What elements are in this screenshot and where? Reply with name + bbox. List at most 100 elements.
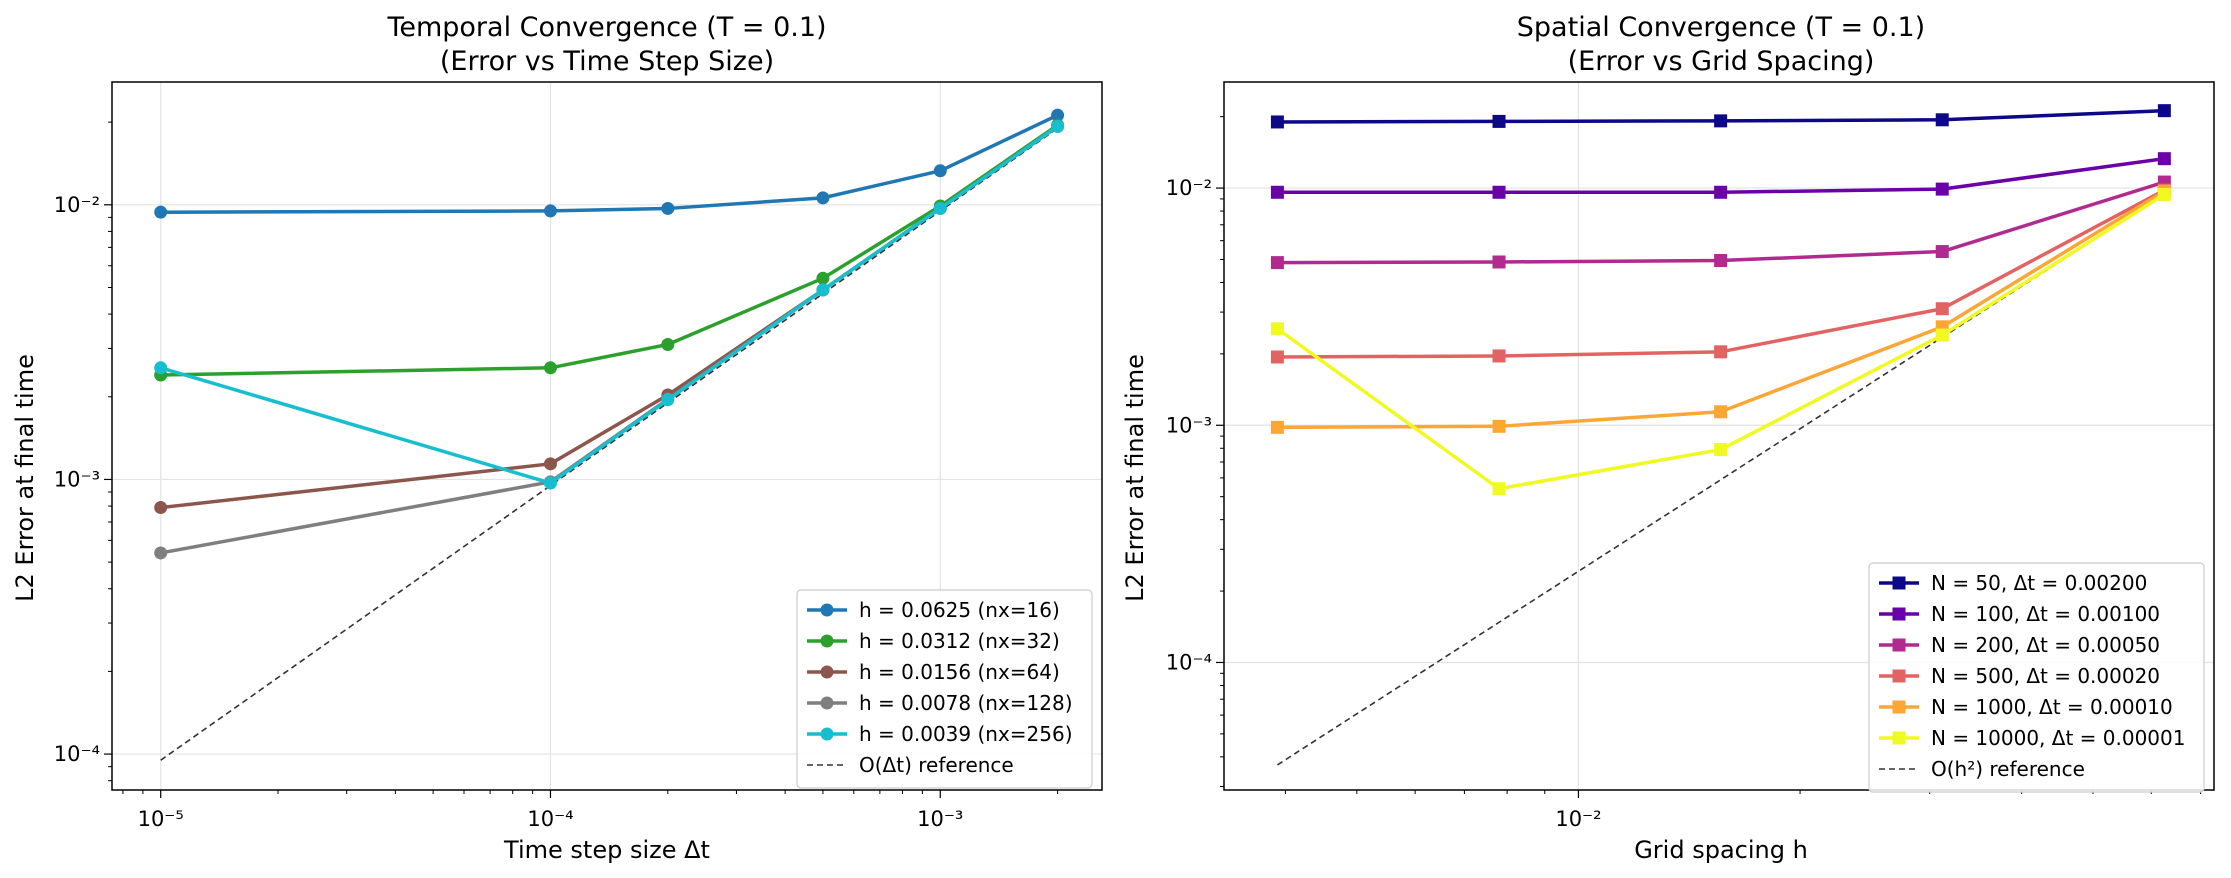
temporal-convergence-chart: Temporal Convergence (T = 0.1) (Error vs…: [11, 12, 1103, 864]
data-point: [1714, 185, 1728, 199]
data-point: [543, 457, 557, 471]
data-point: [661, 393, 675, 407]
series-line: [160, 123, 1059, 377]
reference-line: [160, 127, 1059, 761]
data-point: [154, 546, 168, 560]
y-tick-label: 10⁻³: [54, 467, 100, 491]
legend-marker: [1892, 731, 1906, 745]
plot-frame: [111, 81, 1103, 791]
legend-label: h = 0.0039 (nx=256): [859, 722, 1073, 746]
legend-label: N = 50, Δt = 0.00200: [1931, 571, 2147, 595]
axis-ticks: 10⁻² 10⁻⁴ 10⁻³ 10⁻²: [1166, 116, 2202, 831]
legend-label: O(h²) reference: [1931, 757, 2085, 781]
legend-label: N = 1000, Δt = 0.00010: [1931, 695, 2173, 719]
chart-title: Spatial Convergence (T = 0.1): [1517, 12, 1925, 43]
y-tick-label: 10⁻²: [54, 193, 100, 217]
axis-ticks: 10⁻⁵ 10⁻⁴ 10⁻³ 10⁻⁴ 10⁻³ 10⁻²: [54, 121, 1059, 831]
legend-label: N = 10000, Δt = 0.00001: [1931, 726, 2185, 750]
x-tick-label: 10⁻⁴: [527, 807, 573, 831]
data-point: [933, 201, 947, 215]
data-point: [543, 361, 557, 375]
y-tick-label: 10⁻⁴: [54, 742, 100, 766]
data-point: [1492, 114, 1506, 128]
data-point: [1270, 115, 1284, 129]
data-point: [1492, 255, 1506, 269]
legend-marker: [820, 727, 834, 741]
axes-frame: [111, 81, 1103, 791]
data-point: [816, 191, 830, 205]
legend-label: h = 0.0078 (nx=128): [859, 691, 1073, 715]
data-point: [543, 476, 557, 490]
data-point: [1270, 420, 1284, 434]
y-tick-label: 10⁻²: [1166, 176, 1212, 200]
legend-marker: [1892, 700, 1906, 714]
data-point: [1492, 185, 1506, 199]
legend: h = 0.0625 (nx=16) h = 0.0312 (nx=32) h = …: [796, 589, 1093, 789]
data-point: [1270, 322, 1284, 336]
data-point: [543, 204, 557, 218]
data-point: [1714, 443, 1728, 457]
data-point: [1935, 245, 1949, 259]
data-point: [1492, 482, 1506, 496]
legend-label: N = 100, Δt = 0.00100: [1931, 602, 2160, 626]
legend-marker: [820, 696, 834, 710]
y-tick-label: 10⁻⁴: [1166, 650, 1212, 674]
legend-label: h = 0.0156 (nx=64): [859, 660, 1060, 684]
data-point: [816, 283, 830, 297]
y-axis-label: L2 Error at final time: [1121, 354, 1149, 602]
data-point: [1935, 182, 1949, 196]
plot-area: [154, 108, 1065, 761]
chart-subtitle: (Error vs Grid Spacing): [1568, 46, 1875, 77]
legend-label: N = 500, Δt = 0.00020: [1931, 664, 2160, 688]
legend-label: N = 200, Δt = 0.00050: [1931, 633, 2160, 657]
data-point: [154, 205, 168, 219]
chart-subtitle: (Error vs Time Step Size): [440, 46, 774, 77]
legend-marker: [820, 603, 834, 617]
legend-label: O(Δt) reference: [859, 753, 1014, 777]
legend-marker: [820, 665, 834, 679]
data-point: [2157, 152, 2171, 166]
reference-line: [1276, 193, 2165, 766]
y-axis-label: L2 Error at final time: [11, 354, 39, 602]
data-point: [1051, 108, 1065, 122]
data-point: [1714, 405, 1728, 419]
legend-marker: [820, 634, 834, 648]
data-point: [2157, 104, 2171, 118]
x-tick-label: 10⁻⁵: [138, 807, 184, 831]
data-point: [1492, 419, 1506, 433]
data-point: [1935, 328, 1949, 342]
legend-box: [1868, 562, 2205, 793]
legend-marker: [1892, 669, 1906, 683]
data-point: [1935, 302, 1949, 316]
data-point: [1051, 119, 1065, 133]
plot-area: [1270, 104, 2171, 766]
legend-label: h = 0.0312 (nx=32): [859, 629, 1060, 653]
legend-box: [796, 589, 1093, 789]
data-point: [1270, 350, 1284, 364]
data-point: [661, 337, 675, 351]
data-point: [1492, 349, 1506, 363]
series-line: [160, 113, 1059, 214]
legend-marker: [1892, 607, 1906, 621]
data-point: [933, 164, 947, 178]
legend-marker: [1892, 638, 1906, 652]
data-point: [1714, 345, 1728, 359]
data-point: [1270, 256, 1284, 270]
data-point: [661, 201, 675, 215]
spatial-convergence-chart: Spatial Convergence (T = 0.1) (Error vs …: [1121, 12, 2215, 864]
x-tick-label: 10⁻²: [1555, 807, 1601, 831]
data-point: [1714, 114, 1728, 128]
x-tick-label: 10⁻³: [917, 807, 963, 831]
series-line: [160, 124, 1059, 485]
legend: N = 50, Δt = 0.00200 N = 100, Δt = 0.0010…: [1868, 562, 2205, 793]
data-point: [154, 361, 168, 375]
data-point: [1714, 254, 1728, 268]
data-point: [2157, 187, 2171, 201]
y-tick-label: 10⁻³: [1166, 413, 1212, 437]
chart-title: Temporal Convergence (T = 0.1): [386, 12, 826, 43]
legend-label: h = 0.0625 (nx=16): [859, 598, 1060, 622]
data-point: [1935, 113, 1949, 127]
x-axis-label: Time step size Δt: [503, 836, 710, 864]
